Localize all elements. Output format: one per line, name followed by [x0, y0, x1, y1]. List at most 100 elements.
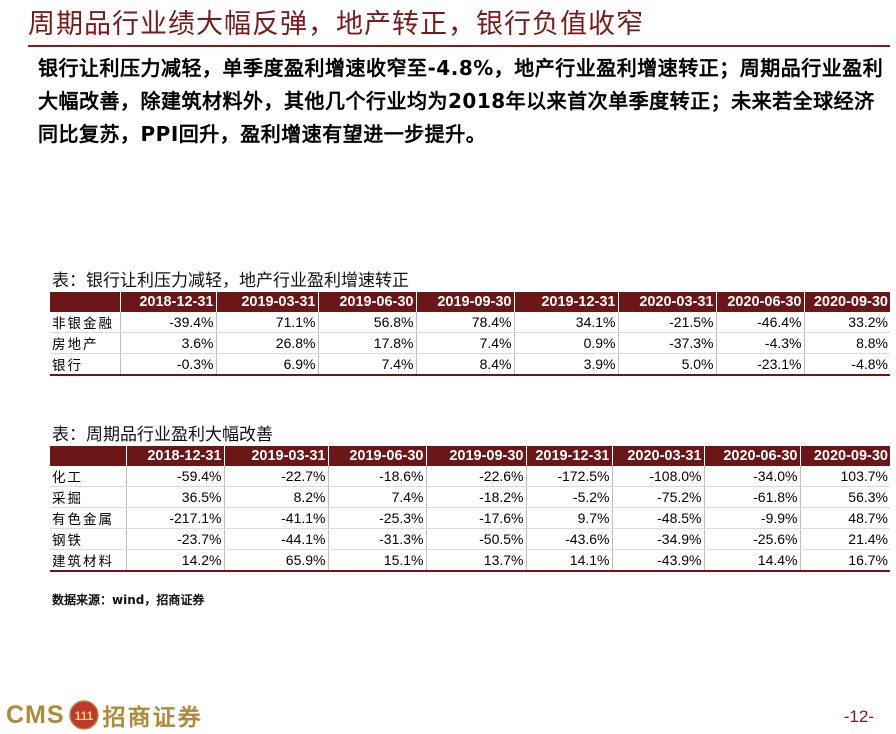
column-header: 2018-12-31 — [125, 446, 224, 466]
table-cell: -172.5% — [525, 466, 612, 487]
table-cell: -41.1% — [223, 507, 328, 529]
table-cell: 14.2% — [125, 549, 224, 572]
column-header: 2019-12-31 — [525, 446, 612, 466]
table1-caption: 表：银行让利压力减轻，地产行业盈利增速转正 — [52, 271, 409, 291]
table-cell: 9.7% — [525, 507, 612, 529]
header-corner — [50, 446, 126, 466]
table-cell: 26.8% — [215, 332, 318, 354]
table-cell: -44.1% — [223, 528, 328, 550]
column-header: 2020-03-31 — [611, 446, 704, 466]
table-cell: -17.6% — [425, 507, 526, 529]
table-cell: 56.8% — [317, 312, 416, 333]
column-header: 2019-09-30 — [415, 292, 514, 312]
column-header: 2020-09-30 — [803, 292, 890, 312]
table-cell: -75.2% — [611, 486, 704, 508]
row-label: 银行 — [50, 353, 120, 376]
table-cell: -43.9% — [611, 549, 704, 572]
table-cell: -23.7% — [125, 528, 224, 550]
table-cell: -34.9% — [611, 528, 704, 550]
column-header: 2020-09-30 — [799, 446, 890, 466]
table-cell: 14.4% — [703, 549, 800, 572]
table-cell: 3.6% — [119, 332, 216, 354]
table-cell: 6.9% — [215, 353, 318, 376]
page-number: -12- — [843, 707, 874, 726]
data-source-note: 数据来源：wind，招商证券 — [52, 593, 205, 607]
table-row: 银行 -0.3% 6.9% 7.4% 8.4% 3.9% 5.0% -23.1%… — [50, 353, 890, 376]
table-cell: -34.0% — [703, 466, 800, 487]
table-cell: -43.6% — [525, 528, 612, 550]
row-label: 非银金融 — [50, 312, 120, 333]
table-cell: 8.8% — [803, 332, 890, 354]
table-cell: 14.1% — [525, 549, 612, 572]
table-cell: -5.2% — [525, 486, 612, 508]
table-cell: -23.1% — [715, 353, 804, 376]
logo-cms-text: CMS — [6, 700, 65, 729]
column-header: 2019-03-31 — [215, 292, 318, 312]
table-header-row: 2018-12-31 2019-03-31 2019-06-30 2019-09… — [50, 292, 890, 312]
logo-company-name: 招商证券 — [102, 704, 203, 731]
table-cell: 78.4% — [415, 312, 514, 333]
table-row: 房地产 3.6% 26.8% 17.8% 7.4% 0.9% -37.3% -4… — [50, 332, 890, 354]
table-cell: -9.9% — [703, 507, 800, 529]
column-header: 2020-03-31 — [617, 292, 716, 312]
column-header: 2020-06-30 — [703, 446, 800, 466]
table-cell: 15.1% — [327, 549, 426, 572]
table-cell: -39.4% — [119, 312, 216, 333]
column-header: 2019-12-31 — [513, 292, 618, 312]
row-label: 化工 — [50, 466, 126, 487]
table-row: 非银金融 -39.4% 71.1% 56.8% 78.4% 34.1% -21.… — [50, 312, 890, 333]
table-cell: 5.0% — [617, 353, 716, 376]
table-cell: 8.4% — [415, 353, 514, 376]
logo-emblem-text: 111 — [74, 709, 93, 723]
company-logo: CMS 111 招商证券 — [6, 699, 203, 731]
table2-caption: 表：周期品行业盈利大幅改善 — [52, 425, 273, 445]
table-cell: -46.4% — [715, 312, 804, 333]
row-label: 采掘 — [50, 486, 126, 508]
table-cell: -25.6% — [703, 528, 800, 550]
table-header-row: 2018-12-31 2019-03-31 2019-06-30 2019-09… — [50, 446, 890, 466]
table-cell: -25.3% — [327, 507, 426, 529]
table-cell: 16.7% — [799, 549, 890, 572]
table-cell: 7.4% — [317, 353, 416, 376]
table-cell: -108.0% — [611, 466, 704, 487]
table-cell: 48.7% — [799, 507, 890, 529]
table-row: 建筑材料 14.2% 65.9% 15.1% 13.7% 14.1% -43.9… — [50, 549, 890, 572]
table-cell: -61.8% — [703, 486, 800, 508]
logo-emblem-icon: 111 — [68, 700, 99, 730]
table-cell: 7.4% — [327, 486, 426, 508]
table-cell: -21.5% — [617, 312, 716, 333]
column-header: 2018-12-31 — [119, 292, 216, 312]
table-cell: -217.1% — [125, 507, 224, 529]
row-label: 建筑材料 — [50, 549, 126, 572]
table-row: 采掘 36.5% 8.2% 7.4% -18.2% -5.2% -75.2% -… — [50, 486, 890, 508]
table-cell: -0.3% — [119, 353, 216, 376]
table-cell: -22.7% — [223, 466, 328, 487]
cyclical-industries-table: 2018-12-31 2019-03-31 2019-06-30 2019-09… — [50, 446, 890, 572]
table-cell: -48.5% — [611, 507, 704, 529]
column-header: 2019-03-31 — [223, 446, 328, 466]
page-title: 周期品行业绩大幅反弹，地产转正，银行负值收窄 — [28, 9, 644, 40]
table-cell: -18.6% — [327, 466, 426, 487]
table-cell: -22.6% — [425, 466, 526, 487]
table-row: 化工 -59.4% -22.7% -18.6% -22.6% -172.5% -… — [50, 466, 890, 487]
table-cell: 17.8% — [317, 332, 416, 354]
column-header: 2020-06-30 — [715, 292, 804, 312]
bank-property-table: 2018-12-31 2019-03-31 2019-06-30 2019-09… — [50, 292, 890, 376]
table-cell: 56.3% — [799, 486, 890, 508]
column-header: 2019-09-30 — [425, 446, 526, 466]
table-cell: 3.9% — [513, 353, 618, 376]
table-cell: -4.3% — [715, 332, 804, 354]
table-cell: 65.9% — [223, 549, 328, 572]
row-label: 房地产 — [50, 332, 120, 354]
row-label: 钢铁 — [50, 528, 126, 550]
table-cell: 103.7% — [799, 466, 890, 487]
summary-text: 银行让利压力减轻，单季度盈利增速收窄至-4.8%，地产行业盈利增速转正；周期品行… — [38, 56, 884, 146]
table-cell: 0.9% — [513, 332, 618, 354]
table-cell: 13.7% — [425, 549, 526, 572]
table-cell: -50.5% — [425, 528, 526, 550]
table-cell: -31.3% — [327, 528, 426, 550]
title-divider — [28, 45, 890, 47]
table-row: 有色金属 -217.1% -41.1% -25.3% -17.6% 9.7% -… — [50, 507, 890, 529]
table-cell: 71.1% — [215, 312, 318, 333]
table-cell: 8.2% — [223, 486, 328, 508]
